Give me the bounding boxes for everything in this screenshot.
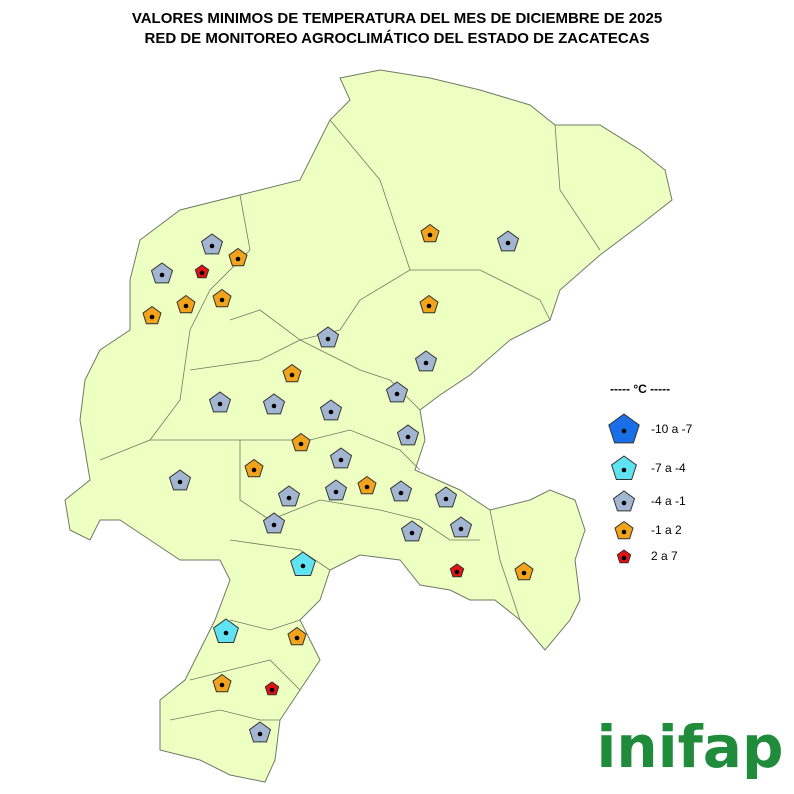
station-dot	[183, 303, 189, 309]
municipal-lines	[99, 119, 601, 721]
station-dot	[427, 232, 433, 238]
station-dot	[257, 731, 263, 737]
title-line: RED DE MONITOREO AGROCLIMÁTICO DEL ESTAD…	[144, 30, 649, 47]
station-dot	[454, 569, 460, 575]
legend-label: -10 a -7	[651, 422, 693, 436]
legend-label: -7 a -4	[651, 461, 686, 475]
legend-symbol-dot	[621, 529, 627, 535]
station-dot	[223, 630, 229, 636]
station-dot	[219, 682, 225, 688]
station-dot	[458, 526, 464, 532]
station-dot	[149, 314, 155, 320]
station-dot	[364, 484, 370, 490]
station-dot	[251, 467, 257, 473]
legend-symbol	[608, 413, 640, 444]
station-dot	[235, 256, 241, 262]
station-dot	[177, 479, 183, 485]
station-dot	[325, 336, 331, 342]
station-dot	[289, 372, 295, 378]
station-dot	[338, 457, 344, 463]
legend-title: ----- °C -----	[610, 382, 670, 396]
station-dot	[298, 441, 304, 447]
station-dot	[269, 687, 275, 693]
station-dot	[521, 570, 527, 576]
state-outline	[64, 69, 673, 783]
station-dot	[426, 303, 432, 309]
station-dot	[443, 496, 449, 502]
legend-symbol-dot	[621, 428, 627, 434]
station-dot	[423, 360, 429, 366]
legend-symbol-dot	[621, 555, 627, 561]
station-dot	[271, 403, 277, 409]
station-dot	[505, 240, 511, 246]
station-dot	[209, 243, 215, 249]
legend-label: -4 a -1	[651, 494, 686, 508]
station-dot	[405, 434, 411, 440]
station-dot	[333, 489, 339, 495]
logo: inifap	[597, 713, 784, 781]
title-line: VALORES MINIMOS DE TEMPERATURA DEL MES D…	[132, 10, 662, 27]
station-dot	[286, 495, 292, 501]
legend-label: -1 a 2	[651, 523, 682, 537]
station-dot	[398, 490, 404, 496]
station-dot	[159, 272, 165, 278]
station-dot	[217, 401, 223, 407]
legend-symbol-dot	[621, 500, 627, 506]
station-dot	[300, 563, 306, 569]
station-dot	[409, 530, 415, 536]
station-dot	[394, 391, 400, 397]
station-dot	[199, 270, 205, 276]
station-dot	[328, 409, 334, 415]
station-dot	[271, 522, 277, 528]
legend-label: 2 a 7	[651, 549, 678, 563]
legend-symbol-dot	[621, 467, 627, 473]
station-dot	[294, 635, 300, 641]
station-dot	[219, 297, 225, 303]
